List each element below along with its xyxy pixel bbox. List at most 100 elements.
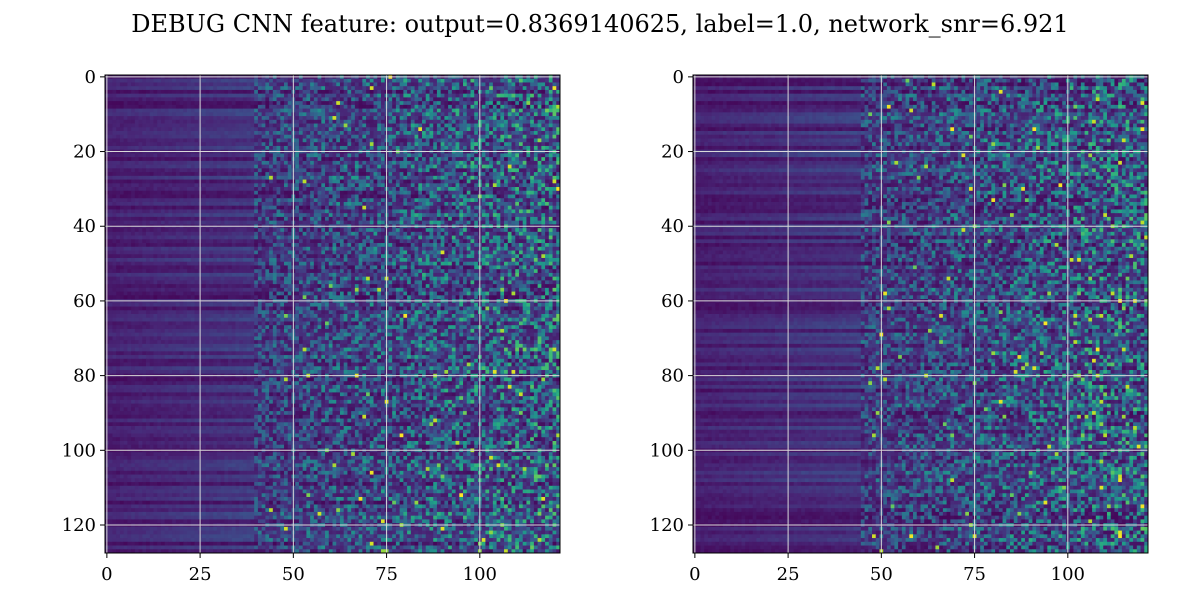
heatmap-cell (392, 116, 397, 121)
heatmap-cell (474, 172, 479, 177)
heatmap-cell (250, 78, 255, 83)
heatmap-cell (351, 168, 356, 173)
heatmap-cell (265, 89, 270, 95)
heatmap-cell (526, 216, 531, 222)
heatmap-cell (216, 175, 222, 180)
heatmap-cell (388, 93, 393, 98)
heatmap-cell (157, 190, 162, 195)
heatmap-cell (276, 82, 281, 87)
heatmap-cell (489, 142, 494, 147)
heatmap-cell (440, 168, 445, 173)
heatmap-cell (436, 82, 442, 87)
heatmap-cell (373, 179, 378, 184)
heatmap-cell (239, 112, 244, 117)
heatmap-cell (317, 216, 322, 222)
heatmap-cell (347, 216, 352, 222)
heatmap-cell (231, 134, 236, 139)
heatmap-cell (201, 112, 207, 117)
heatmap-cell (108, 78, 113, 83)
heatmap-cell (332, 216, 337, 222)
heatmap-cell (351, 127, 356, 132)
heatmap-cell (235, 190, 240, 195)
heatmap-cell (433, 138, 438, 143)
heatmap-cell (504, 213, 509, 218)
heatmap-cell (220, 198, 225, 203)
heatmap-cell (298, 179, 304, 184)
heatmap-cell (269, 187, 274, 192)
heatmap-cell (325, 97, 330, 102)
heatmap-cell (377, 131, 382, 136)
heatmap-cell (518, 123, 524, 128)
heatmap-cell (463, 142, 468, 147)
heatmap-cell (522, 172, 527, 177)
heatmap-cell (399, 101, 404, 106)
heatmap-cell (433, 145, 438, 151)
heatmap-cell (347, 194, 352, 199)
heatmap-cell (142, 220, 147, 225)
heatmap-cell (500, 78, 505, 83)
heatmap-cell (242, 119, 248, 124)
heatmap-cell (403, 123, 408, 128)
heatmap-cell (459, 131, 464, 136)
heatmap-cell (339, 138, 345, 143)
heatmap-cell (500, 89, 505, 95)
heatmap-cell (425, 112, 430, 117)
heatmap-cell (220, 108, 225, 113)
heatmap-cell (302, 131, 307, 136)
heatmap-cell (328, 86, 333, 91)
heatmap-cell (466, 127, 471, 132)
heatmap-cell (160, 205, 166, 210)
heatmap-cell (485, 168, 490, 173)
heatmap-cell (142, 145, 147, 151)
heatmap-cell (388, 101, 393, 106)
heatmap-cell (146, 116, 151, 121)
heatmap-cell (380, 194, 386, 199)
heatmap-cell (157, 179, 162, 184)
heatmap-cell (492, 201, 497, 207)
heatmap-cell (116, 138, 121, 143)
heatmap-cell (254, 187, 259, 192)
heatmap-cell (425, 138, 430, 143)
heatmap-cell (298, 190, 304, 195)
heatmap-cell (388, 198, 393, 203)
heatmap-cell (310, 164, 315, 169)
heatmap-cell (366, 216, 371, 222)
heatmap-cell (533, 93, 539, 98)
heatmap-cell (474, 209, 479, 214)
heatmap-cell (228, 142, 233, 147)
heatmap-cell (190, 187, 195, 192)
heatmap-cell (504, 205, 509, 210)
heatmap-cell (455, 160, 460, 166)
heatmap-cell (246, 123, 251, 128)
heatmap-cell (507, 89, 512, 95)
heatmap-cell (511, 112, 516, 117)
heatmap-cell (216, 104, 222, 110)
heatmap-cell (272, 131, 277, 136)
heatmap-cell (235, 127, 240, 132)
heatmap-cell (280, 201, 285, 207)
heatmap-cell (246, 127, 251, 132)
heatmap-cell (380, 201, 386, 207)
heatmap-cell (474, 112, 479, 117)
heatmap-cell (433, 187, 438, 192)
heatmap-cell (511, 190, 516, 195)
heatmap-cell (448, 86, 453, 91)
heatmap-cell (231, 187, 236, 192)
heatmap-cell (239, 187, 244, 192)
heatmap-cell (470, 153, 475, 158)
heatmap-cell (395, 108, 401, 113)
heatmap-cell (463, 145, 468, 151)
heatmap-cell (183, 116, 188, 121)
heatmap-cell (496, 183, 501, 188)
heatmap-cell (448, 187, 453, 192)
heatmap-cell (418, 198, 423, 203)
heatmap-cell (310, 134, 315, 139)
heatmap-cell (220, 187, 225, 192)
heatmap-cell (392, 179, 397, 184)
heatmap-cell (448, 123, 453, 128)
heatmap-cell (500, 131, 505, 136)
heatmap-cell (545, 205, 550, 210)
heatmap-cell (548, 123, 553, 128)
heatmap-cell (332, 164, 337, 169)
heatmap-cell (347, 164, 352, 169)
